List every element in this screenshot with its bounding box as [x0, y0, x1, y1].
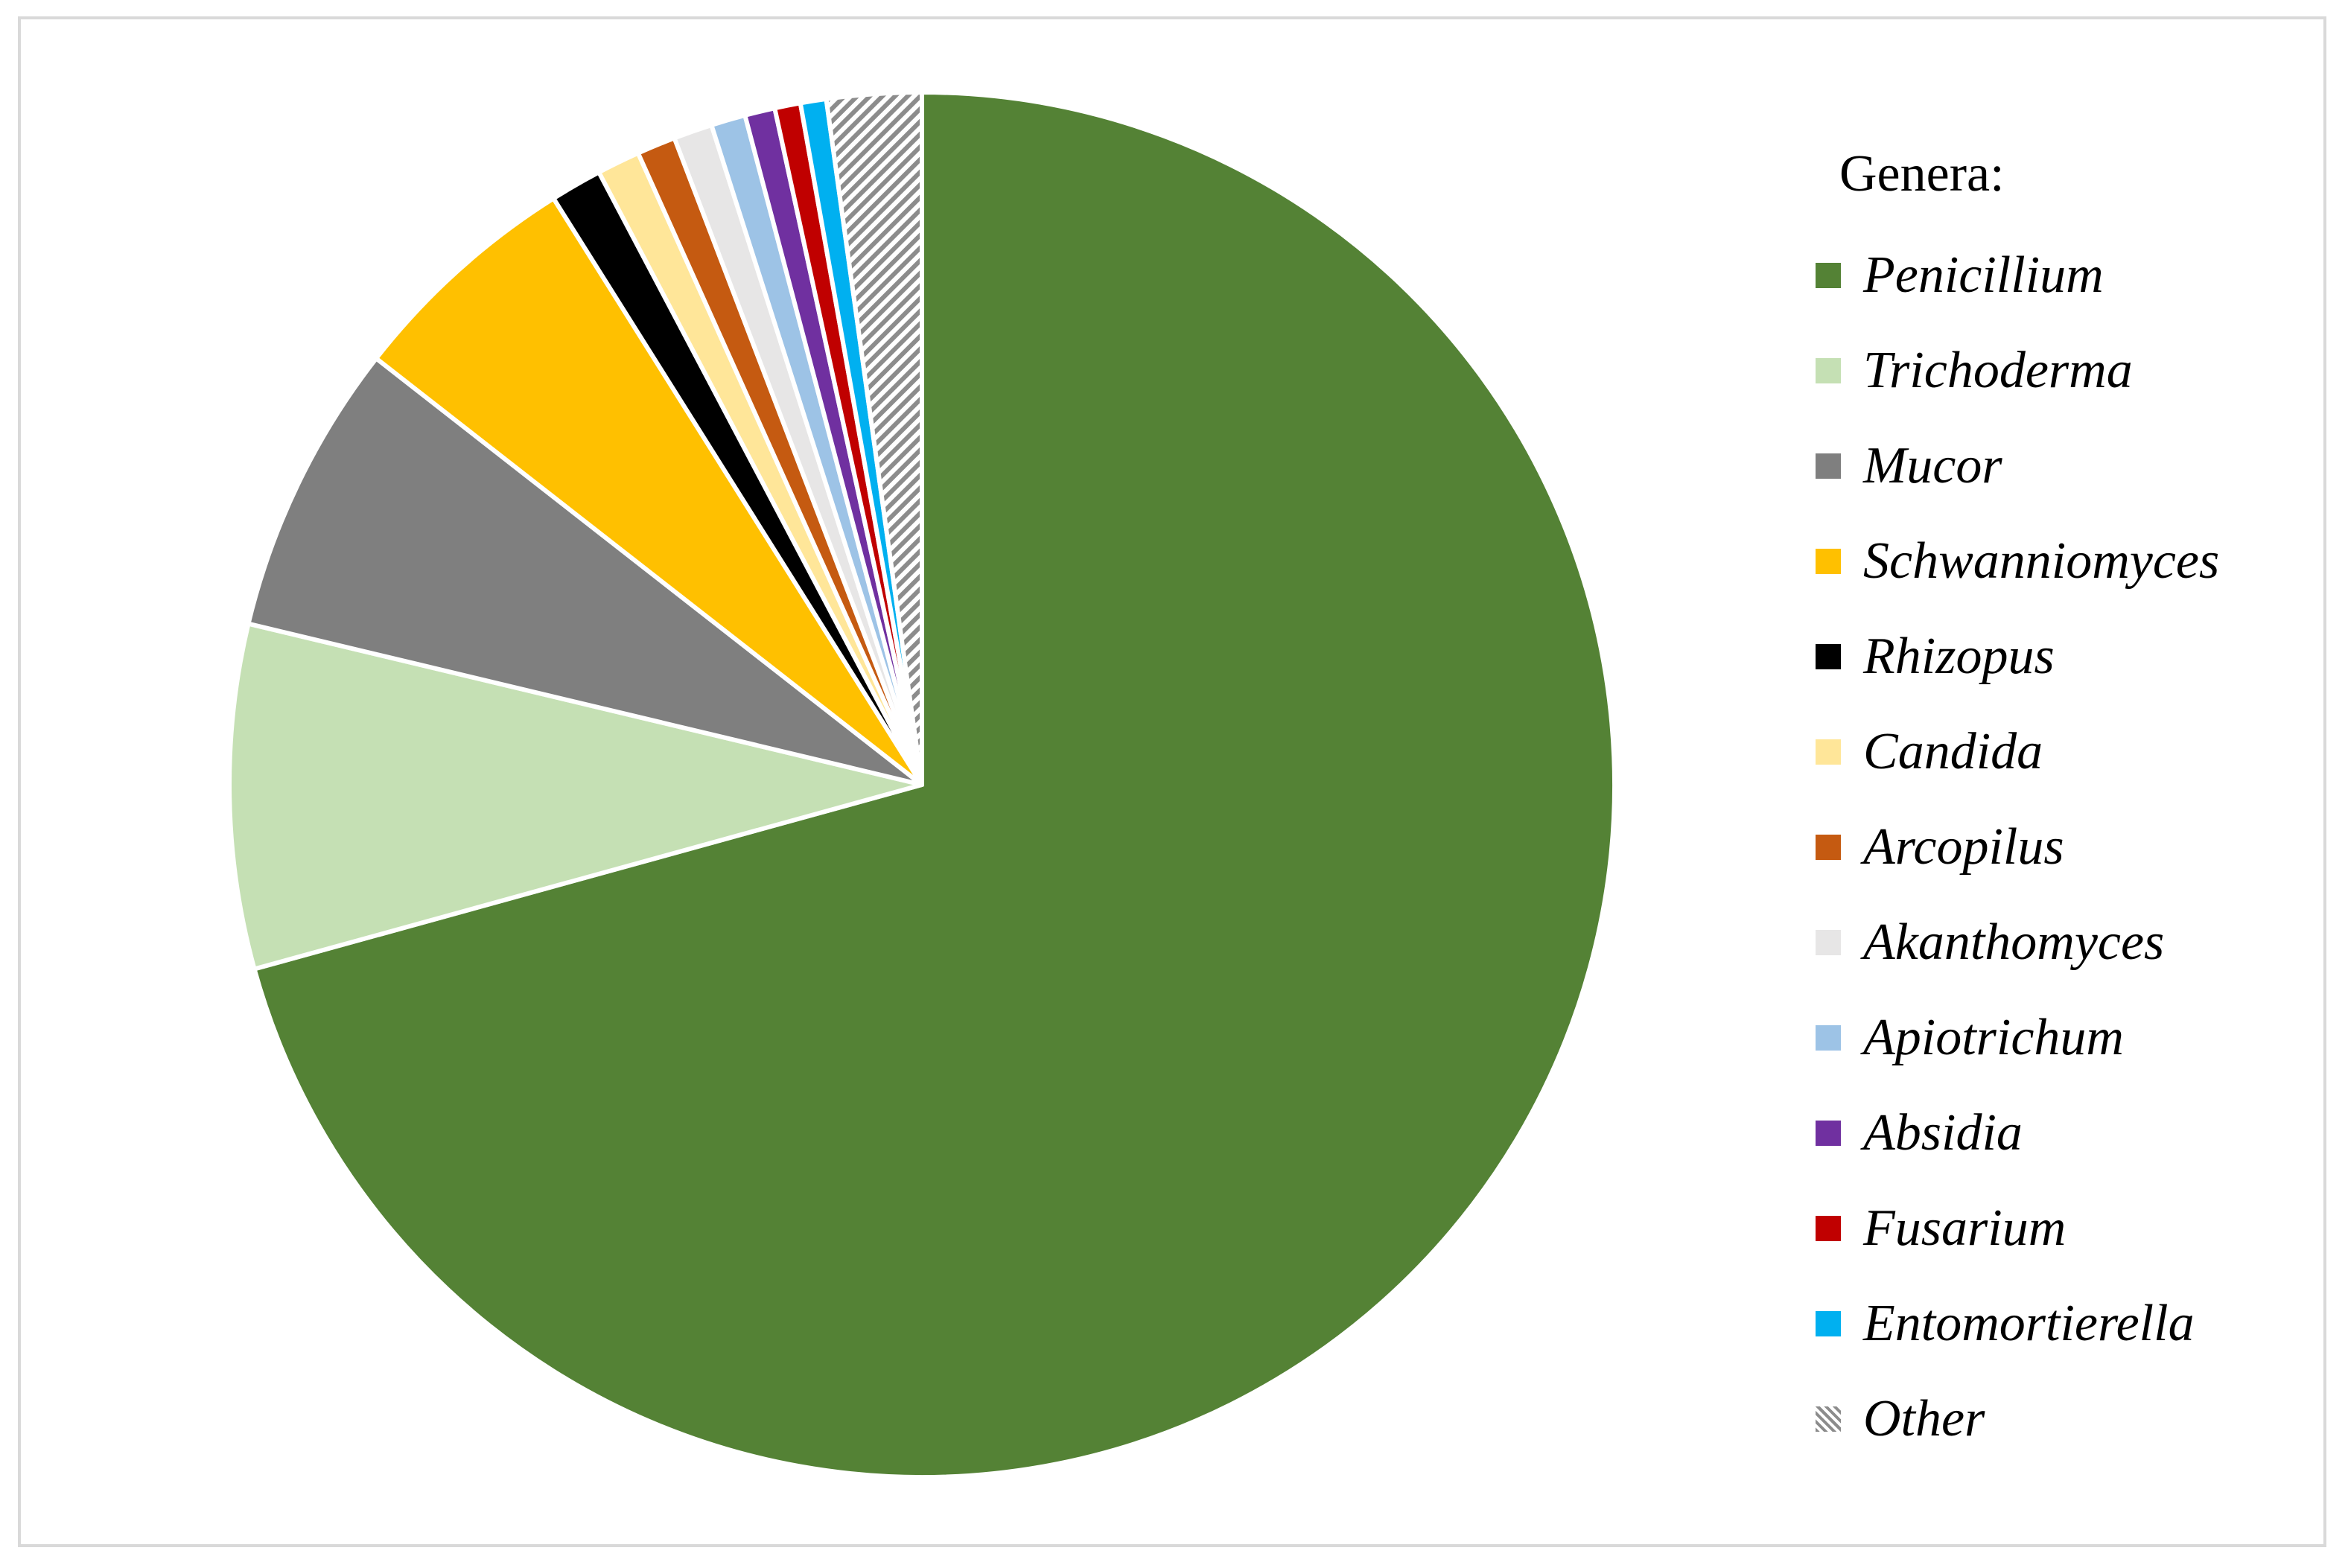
legend-item-apiotrichum: Apiotrichum — [1816, 990, 2219, 1086]
legend-label-schwanniomyces: Schwanniomyces — [1863, 532, 2220, 590]
slice-trichoderma — [227, 621, 924, 972]
pie-chart — [227, 90, 1617, 1479]
slice-penicillium — [252, 90, 1617, 1479]
legend-item-candida: Candida — [1816, 704, 2219, 800]
legend-label-apiotrichum: Apiotrichum — [1863, 1009, 2124, 1066]
legend-item-absidia: Absidia — [1816, 1086, 2219, 1181]
legend-title: Genera: — [1839, 145, 2005, 203]
legend-label-akanthomyces: Akanthomyces — [1863, 914, 2165, 971]
legend-swatch-candida — [1816, 739, 1841, 765]
legend-item-fusarium: Fusarium — [1816, 1181, 2219, 1276]
legend: Genera: Penicillium Trichoderma Mucor Schwa… — [1816, 137, 2219, 1467]
legend-swatch-apiotrichum — [1816, 1025, 1841, 1051]
legend-label-penicillium: Penicillium — [1863, 246, 2104, 304]
legend-label-trichoderma: Trichoderma — [1863, 342, 2133, 399]
legend-swatch-rhizopus — [1816, 644, 1841, 669]
slice-schwanniomyces — [374, 196, 924, 787]
legend-swatch-trichoderma — [1816, 358, 1841, 383]
legend-label-rhizopus: Rhizopus — [1863, 628, 2055, 685]
legend-label-entomortierella: Entomortierella — [1863, 1295, 2195, 1352]
legend-label-absidia: Absidia — [1863, 1104, 2023, 1161]
legend-item-akanthomyces: Akanthomyces — [1816, 895, 2219, 990]
legend-label-arcopilus: Arcopilus — [1863, 818, 2064, 876]
legend-swatch-fusarium — [1816, 1216, 1841, 1241]
slice-mucor — [246, 356, 924, 787]
legend-item-penicillium: Penicillium — [1816, 228, 2219, 323]
legend-swatch-mucor — [1816, 453, 1841, 479]
legend-swatch-penicillium — [1816, 263, 1841, 288]
legend-item-entomortierella: Entomortierella — [1816, 1276, 2219, 1371]
slice-other — [824, 90, 924, 787]
legend-item-mucor: Mucor — [1816, 418, 2219, 514]
legend-swatch-akanthomyces — [1816, 930, 1841, 955]
legend-swatch-arcopilus — [1816, 835, 1841, 860]
legend-item-rhizopus: Rhizopus — [1816, 609, 2219, 704]
legend-item-other: Other — [1816, 1371, 2219, 1467]
legend-label-candida: Candida — [1863, 723, 2043, 780]
legend-label-mucor: Mucor — [1863, 437, 2002, 494]
legend-item-arcopilus: Arcopilus — [1816, 800, 2219, 895]
legend-swatch-other — [1816, 1406, 1841, 1432]
legend-swatch-absidia — [1816, 1121, 1841, 1146]
chart-frame: Genera: Penicillium Trichoderma Mucor Schwa… — [18, 16, 2326, 1547]
legend-label-fusarium: Fusarium — [1863, 1199, 2067, 1257]
pie-slices — [227, 90, 1617, 1479]
legend-swatch-entomortierella — [1816, 1311, 1841, 1336]
legend-items: Penicillium Trichoderma Mucor Schwanniomyce… — [1816, 228, 2219, 1467]
legend-item-schwanniomyces: Schwanniomyces — [1816, 514, 2219, 609]
legend-swatch-schwanniomyces — [1816, 549, 1841, 574]
legend-label-other: Other — [1863, 1390, 1985, 1447]
legend-item-trichoderma: Trichoderma — [1816, 323, 2219, 418]
